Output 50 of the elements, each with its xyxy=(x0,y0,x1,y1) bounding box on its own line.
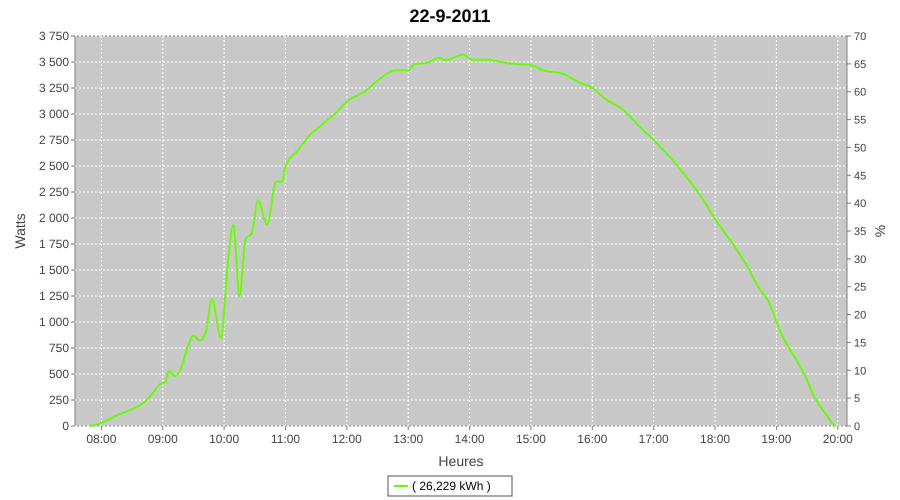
x-axis-title: Heures xyxy=(438,453,484,469)
x-tick-label: 20:00 xyxy=(822,432,854,446)
x-tick-label: 14:00 xyxy=(454,432,485,446)
y2-axis-title: % xyxy=(872,224,888,238)
y2-tick-label: 70 xyxy=(854,31,866,43)
y2-tick-label: 10 xyxy=(854,365,866,378)
y2-tick-label: 50 xyxy=(854,142,866,154)
y2-tick-label: 65 xyxy=(854,58,866,71)
y2-tick-label: 20 xyxy=(854,310,866,322)
y-tick-label: 500 xyxy=(48,367,70,381)
x-tick-label: 11:00 xyxy=(270,432,300,446)
y2-tick-label: 45 xyxy=(854,170,866,182)
y-tick-label: 1 500 xyxy=(38,263,70,277)
y2-tick-label: 30 xyxy=(854,254,866,266)
y-tick-label: 3 500 xyxy=(38,55,70,69)
chart-title: 22-9-2011 xyxy=(409,6,491,26)
y2-tick-label: 5 xyxy=(854,393,860,406)
x-tick-label: 18:00 xyxy=(700,432,730,446)
y-tick-label: 0 xyxy=(62,419,70,433)
y2-tick-label: 15 xyxy=(854,337,866,350)
y-tick-label: 2 500 xyxy=(38,159,70,173)
y2-tick-label: 0 xyxy=(854,421,860,433)
y-axis-title: Watts xyxy=(12,213,28,249)
y-tick-label: 2 750 xyxy=(38,133,70,147)
x-tick-label: 19:00 xyxy=(761,432,792,446)
x-tick-label: 15:00 xyxy=(516,432,546,446)
y-tick-label: 1 250 xyxy=(38,289,70,303)
x-tick-label: 16:00 xyxy=(577,432,608,446)
x-tick-label: 12:00 xyxy=(332,432,362,446)
y2-tick-label: 60 xyxy=(854,86,866,99)
x-tick-label: 09:00 xyxy=(148,432,178,446)
y-tick-label: 1 000 xyxy=(38,315,70,329)
legend-label: ( 26,229 kWh ) xyxy=(412,479,491,493)
y-tick-label: 2 000 xyxy=(38,211,70,225)
y-tick-label: 750 xyxy=(48,341,70,355)
y-tick-label: 3 750 xyxy=(38,29,70,43)
x-tick-label: 10:00 xyxy=(209,432,240,446)
x-tick-label: 13:00 xyxy=(393,432,424,446)
y-tick-label: 2 250 xyxy=(38,185,70,199)
y2-tick-label: 55 xyxy=(854,114,866,127)
y2-tick-label: 40 xyxy=(854,198,866,210)
y-tick-label: 3 000 xyxy=(38,107,70,121)
y-tick-label: 3 250 xyxy=(38,81,70,95)
line-series xyxy=(89,54,836,427)
y2-tick-label: 35 xyxy=(854,226,866,238)
x-tick-label: 08:00 xyxy=(86,432,117,446)
y2-tick-label: 25 xyxy=(854,282,866,294)
y-tick-label: 1 750 xyxy=(38,237,70,251)
x-tick-label: 17:00 xyxy=(638,432,670,446)
y-tick-label: 250 xyxy=(48,393,70,407)
